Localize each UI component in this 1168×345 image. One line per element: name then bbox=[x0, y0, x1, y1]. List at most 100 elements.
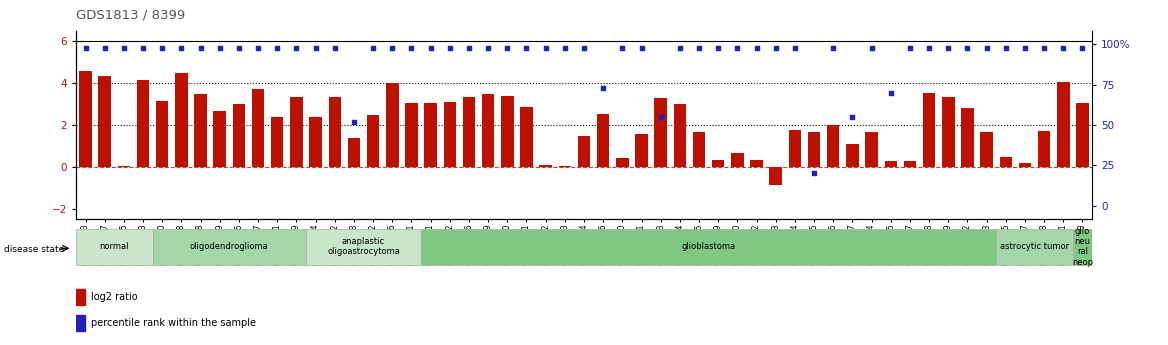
Bar bbox=[501, 96, 514, 167]
Bar bbox=[290, 97, 303, 167]
Bar bbox=[520, 107, 533, 167]
Point bbox=[440, 45, 459, 50]
Bar bbox=[1057, 82, 1070, 167]
Bar bbox=[98, 76, 111, 167]
Bar bbox=[1018, 162, 1031, 167]
Bar bbox=[348, 138, 360, 167]
Point bbox=[402, 45, 420, 50]
Bar bbox=[424, 103, 437, 167]
Point bbox=[133, 45, 152, 50]
Bar bbox=[328, 97, 341, 167]
Bar bbox=[884, 160, 897, 167]
Point bbox=[498, 45, 516, 50]
Point bbox=[345, 119, 363, 125]
Point bbox=[939, 45, 958, 50]
Point bbox=[575, 45, 593, 50]
Bar bbox=[961, 108, 974, 167]
Text: glioblastoma: glioblastoma bbox=[682, 242, 736, 251]
Bar bbox=[175, 73, 188, 167]
Bar bbox=[137, 80, 150, 167]
Bar bbox=[420, 229, 996, 265]
Point bbox=[306, 45, 325, 50]
Bar bbox=[540, 165, 552, 167]
Point bbox=[153, 45, 172, 50]
Point bbox=[786, 45, 805, 50]
Bar bbox=[904, 160, 916, 167]
Point bbox=[1035, 45, 1054, 50]
Bar bbox=[558, 166, 571, 167]
Point bbox=[460, 45, 479, 50]
Bar bbox=[597, 114, 610, 167]
Bar bbox=[996, 229, 1073, 265]
Point bbox=[422, 45, 440, 50]
Point bbox=[1054, 45, 1072, 50]
Bar bbox=[76, 289, 85, 305]
Point bbox=[882, 90, 901, 96]
Bar bbox=[463, 97, 475, 167]
Bar bbox=[693, 132, 705, 167]
Point bbox=[1016, 45, 1035, 50]
Bar bbox=[923, 93, 936, 167]
Bar bbox=[76, 229, 153, 265]
Text: percentile rank within the sample: percentile rank within the sample bbox=[91, 318, 257, 328]
Bar bbox=[1038, 131, 1050, 167]
Bar bbox=[118, 166, 130, 167]
Point bbox=[1073, 45, 1092, 50]
Point bbox=[823, 45, 842, 50]
Bar bbox=[405, 103, 418, 167]
Point bbox=[805, 171, 823, 176]
Bar bbox=[750, 159, 763, 167]
Bar bbox=[616, 158, 628, 167]
Point bbox=[363, 45, 382, 50]
Bar bbox=[79, 71, 92, 167]
Point bbox=[632, 45, 651, 50]
Point bbox=[901, 45, 919, 50]
Text: disease state: disease state bbox=[4, 245, 64, 254]
Bar bbox=[654, 98, 667, 167]
Point bbox=[192, 45, 210, 50]
Text: glio
neu
ral
neop: glio neu ral neop bbox=[1072, 227, 1093, 267]
Point bbox=[556, 45, 575, 50]
Point bbox=[728, 45, 746, 50]
Bar bbox=[578, 136, 590, 167]
Point bbox=[843, 114, 862, 120]
Point bbox=[249, 45, 267, 50]
Text: astrocytic tumor: astrocytic tumor bbox=[1000, 242, 1069, 251]
Point bbox=[919, 45, 938, 50]
Bar bbox=[770, 167, 781, 185]
Point bbox=[652, 114, 670, 120]
Bar bbox=[980, 132, 993, 167]
Point bbox=[230, 45, 249, 50]
Bar bbox=[674, 104, 686, 167]
Bar bbox=[157, 101, 168, 167]
Point bbox=[172, 45, 190, 50]
Bar bbox=[827, 125, 840, 167]
Text: anaplastic
oligoastrocytoma: anaplastic oligoastrocytoma bbox=[327, 237, 399, 256]
Point bbox=[748, 45, 766, 50]
Point bbox=[766, 45, 785, 50]
Bar bbox=[367, 115, 380, 167]
Bar bbox=[444, 102, 456, 167]
Point bbox=[862, 45, 881, 50]
Bar bbox=[846, 144, 858, 167]
Bar bbox=[1000, 157, 1011, 167]
Point bbox=[114, 45, 133, 50]
Bar bbox=[306, 229, 420, 265]
Bar bbox=[482, 94, 494, 167]
Point bbox=[958, 45, 976, 50]
Bar bbox=[808, 132, 820, 167]
Point bbox=[383, 45, 402, 50]
Bar bbox=[252, 89, 264, 167]
Point bbox=[709, 45, 728, 50]
Point bbox=[287, 45, 306, 50]
Bar bbox=[788, 130, 801, 167]
Bar bbox=[310, 117, 322, 167]
Point bbox=[326, 45, 345, 50]
Text: normal: normal bbox=[99, 242, 128, 251]
Point bbox=[978, 45, 996, 50]
Bar bbox=[1076, 103, 1089, 167]
Bar bbox=[153, 229, 306, 265]
Point bbox=[96, 45, 114, 50]
Point bbox=[593, 85, 612, 91]
Bar bbox=[635, 135, 648, 167]
